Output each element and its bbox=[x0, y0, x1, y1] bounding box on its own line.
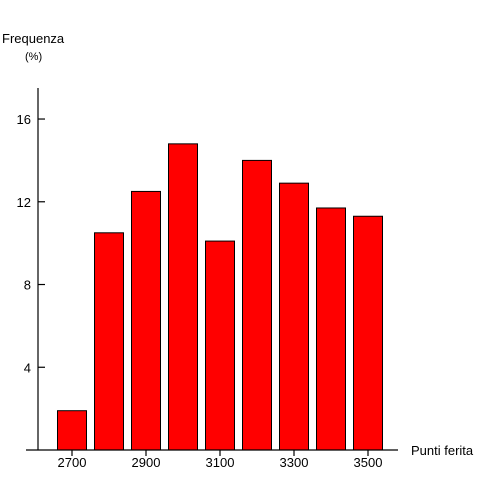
bar-2900 bbox=[131, 190, 161, 451]
x-ticks-group: 2700 2900 3100 3300 3500 bbox=[58, 450, 383, 470]
x-axis-label: Punti ferita bbox=[411, 443, 474, 458]
bars-group bbox=[57, 143, 383, 451]
bar-3500 bbox=[353, 215, 383, 451]
bar-3200 bbox=[242, 159, 272, 451]
y-ticks-group: 4 8 12 16 bbox=[17, 112, 45, 375]
x-tick-label: 3100 bbox=[206, 455, 235, 470]
y-tick-label: 12 bbox=[17, 195, 31, 210]
bar-3000 bbox=[168, 143, 198, 451]
y-tick-label: 8 bbox=[24, 278, 31, 293]
x-tick-label: 2900 bbox=[132, 455, 161, 470]
bar-2800 bbox=[94, 232, 124, 451]
x-tick-label: 2700 bbox=[58, 455, 87, 470]
x-tick-label: 3300 bbox=[280, 455, 309, 470]
bar-2700 bbox=[57, 410, 87, 451]
y-tick-label: 4 bbox=[24, 360, 31, 375]
x-tick-label: 3500 bbox=[354, 455, 383, 470]
y-tick-label: 16 bbox=[17, 112, 31, 127]
y-axis-label: Frequenza bbox=[2, 31, 65, 46]
bar-3300 bbox=[279, 182, 309, 451]
bar-3100 bbox=[205, 240, 235, 451]
y-axis-unit: (%) bbox=[25, 51, 42, 63]
bar-3400 bbox=[316, 207, 346, 451]
